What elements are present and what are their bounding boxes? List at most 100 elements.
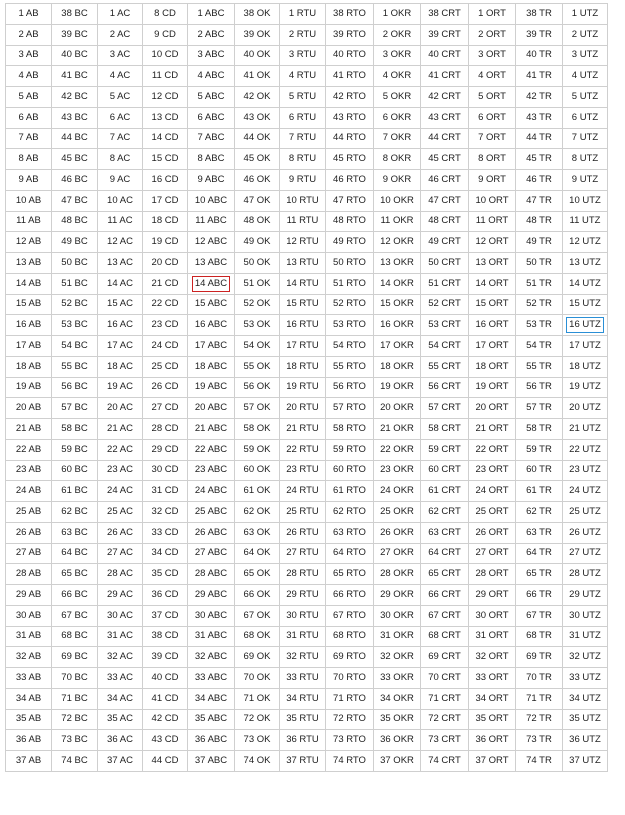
grid-cell[interactable]: 28 AC bbox=[97, 563, 143, 585]
grid-cell[interactable]: 55 RTO bbox=[325, 355, 374, 378]
grid-cell[interactable]: 43 OK bbox=[234, 106, 280, 129]
grid-cell[interactable]: 44 CRT bbox=[420, 127, 469, 150]
grid-cell[interactable]: 68 TR bbox=[515, 625, 563, 648]
grid-cell[interactable]: 38 OK bbox=[234, 3, 280, 25]
grid-cell[interactable]: 64 BC bbox=[51, 542, 98, 565]
grid-cell[interactable]: 51 OK bbox=[234, 272, 280, 295]
grid-cell[interactable]: 60 RTO bbox=[325, 459, 374, 482]
grid-cell[interactable]: 7 OKR bbox=[373, 127, 421, 150]
grid-cell[interactable]: 12 ORT bbox=[468, 231, 516, 253]
grid-cell[interactable]: 53 BC bbox=[51, 314, 98, 336]
grid-cell[interactable]: 70 OK bbox=[234, 667, 280, 689]
grid-cell[interactable]: 8 ABC bbox=[187, 148, 235, 170]
grid-cell[interactable]: 53 CRT bbox=[420, 314, 469, 336]
grid-cell[interactable]: 14 AB bbox=[5, 272, 52, 295]
grid-cell[interactable]: 37 AB bbox=[5, 750, 52, 772]
grid-cell[interactable]: 49 OK bbox=[234, 231, 280, 253]
grid-cell[interactable]: 46 RTO bbox=[325, 169, 374, 191]
grid-cell[interactable]: 18 OKR bbox=[373, 355, 421, 378]
grid-cell[interactable]: 33 RTU bbox=[279, 667, 326, 689]
grid-cell[interactable]: 38 CRT bbox=[420, 3, 469, 25]
grid-cell[interactable]: 4 ABC bbox=[187, 65, 235, 87]
grid-cell[interactable]: 24 AC bbox=[97, 480, 143, 502]
grid-cell[interactable]: 67 RTO bbox=[325, 604, 374, 627]
grid-cell[interactable]: 19 RTU bbox=[279, 376, 326, 399]
grid-cell[interactable]: 70 TR bbox=[515, 667, 563, 689]
grid-cell[interactable]: 18 CD bbox=[142, 210, 188, 233]
grid-cell[interactable]: 21 AC bbox=[97, 418, 143, 440]
grid-cell[interactable]: 11 ORT bbox=[468, 210, 516, 233]
grid-cell[interactable]: 56 BC bbox=[51, 376, 98, 399]
grid-cell[interactable]: 29 ORT bbox=[468, 584, 516, 606]
grid-cell[interactable]: 35 ABC bbox=[187, 708, 235, 731]
grid-cell[interactable]: 34 ORT bbox=[468, 687, 516, 710]
grid-cell[interactable]: 54 BC bbox=[51, 335, 98, 357]
grid-cell[interactable]: 24 RTU bbox=[279, 480, 326, 502]
grid-cell[interactable]: 25 CD bbox=[142, 355, 188, 378]
grid-cell[interactable]: 9 RTU bbox=[279, 169, 326, 191]
grid-cell[interactable]: 71 RTO bbox=[325, 687, 374, 710]
grid-cell[interactable]: 61 BC bbox=[51, 480, 98, 502]
grid-cell[interactable]: 34 OKR bbox=[373, 687, 421, 710]
grid-cell[interactable]: 51 RTO bbox=[325, 272, 374, 295]
grid-cell[interactable]: 45 OK bbox=[234, 148, 280, 170]
grid-cell[interactable]: 9 ABC bbox=[187, 169, 235, 191]
grid-cell[interactable]: 22 ORT bbox=[468, 438, 516, 461]
grid-cell[interactable]: 63 TR bbox=[515, 521, 563, 544]
grid-cell[interactable]: 30 AB bbox=[5, 604, 52, 627]
grid-cell[interactable]: 1 UTZ bbox=[562, 3, 608, 25]
grid-cell[interactable]: 53 RTO bbox=[325, 314, 374, 336]
grid-cell[interactable]: 15 AC bbox=[97, 293, 143, 316]
grid-cell[interactable]: 2 OKR bbox=[373, 23, 421, 46]
grid-cell[interactable]: 40 BC bbox=[51, 44, 98, 67]
grid-cell[interactable]: 33 CD bbox=[142, 521, 188, 544]
grid-cell[interactable]: 40 TR bbox=[515, 44, 563, 67]
grid-cell[interactable]: 4 RTU bbox=[279, 65, 326, 87]
grid-cell[interactable]: 14 OKR bbox=[373, 272, 421, 295]
grid-cell[interactable]: 34 AC bbox=[97, 687, 143, 710]
grid-cell[interactable]: 64 OK bbox=[234, 542, 280, 565]
grid-cell[interactable]: 36 AC bbox=[97, 729, 143, 751]
grid-cell[interactable]: 13 UTZ bbox=[562, 252, 608, 274]
grid-cell[interactable]: 32 AC bbox=[97, 646, 143, 668]
grid-cell[interactable]: 73 CRT bbox=[420, 729, 469, 751]
grid-cell[interactable]: 17 UTZ bbox=[562, 335, 608, 357]
grid-cell[interactable]: 37 AC bbox=[97, 750, 143, 772]
grid-cell[interactable]: 11 UTZ bbox=[562, 210, 608, 233]
grid-cell[interactable]: 16 OKR bbox=[373, 314, 421, 336]
grid-cell[interactable]: 52 CRT bbox=[420, 293, 469, 316]
grid-cell[interactable]: 36 CD bbox=[142, 584, 188, 606]
grid-cell[interactable]: 36 ABC bbox=[187, 729, 235, 751]
grid-cell[interactable]: 60 CRT bbox=[420, 459, 469, 482]
grid-cell[interactable]: 27 OKR bbox=[373, 542, 421, 565]
grid-cell[interactable]: 35 ORT bbox=[468, 708, 516, 731]
grid-cell[interactable]: 17 OKR bbox=[373, 335, 421, 357]
grid-cell[interactable]: 35 RTU bbox=[279, 708, 326, 731]
grid-cell[interactable]: 31 AB bbox=[5, 625, 52, 648]
grid-cell[interactable]: 67 BC bbox=[51, 604, 98, 627]
grid-cell[interactable]: 47 TR bbox=[515, 189, 563, 212]
grid-cell[interactable]: 40 CD bbox=[142, 667, 188, 689]
grid-cell[interactable]: 15 ABC bbox=[187, 293, 235, 316]
grid-cell[interactable]: 13 ABC bbox=[187, 252, 235, 274]
grid-cell[interactable]: 25 ABC bbox=[187, 501, 235, 523]
grid-cell[interactable]: 65 OK bbox=[234, 563, 280, 585]
grid-cell[interactable]: 50 CRT bbox=[420, 252, 469, 274]
grid-cell[interactable]: 29 AB bbox=[5, 584, 52, 606]
grid-cell[interactable]: 3 UTZ bbox=[562, 44, 608, 67]
grid-cell[interactable]: 44 OK bbox=[234, 127, 280, 150]
grid-cell[interactable]: 37 RTU bbox=[279, 750, 326, 772]
grid-cell[interactable]: 48 TR bbox=[515, 210, 563, 233]
grid-cell[interactable]: 28 RTU bbox=[279, 563, 326, 585]
grid-cell[interactable]: 29 ABC bbox=[187, 584, 235, 606]
grid-cell[interactable]: 25 OKR bbox=[373, 501, 421, 523]
grid-cell[interactable]: 69 BC bbox=[51, 646, 98, 668]
grid-cell[interactable]: 12 UTZ bbox=[562, 231, 608, 253]
grid-cell[interactable]: 9 AC bbox=[97, 169, 143, 191]
grid-cell[interactable]: 23 RTU bbox=[279, 459, 326, 482]
grid-cell[interactable]: 69 OK bbox=[234, 646, 280, 668]
grid-cell[interactable]: 40 RTO bbox=[325, 44, 374, 67]
grid-cell[interactable]: 51 TR bbox=[515, 272, 563, 295]
grid-cell[interactable]: 47 BC bbox=[51, 189, 98, 212]
grid-cell[interactable]: 39 CD bbox=[142, 646, 188, 668]
